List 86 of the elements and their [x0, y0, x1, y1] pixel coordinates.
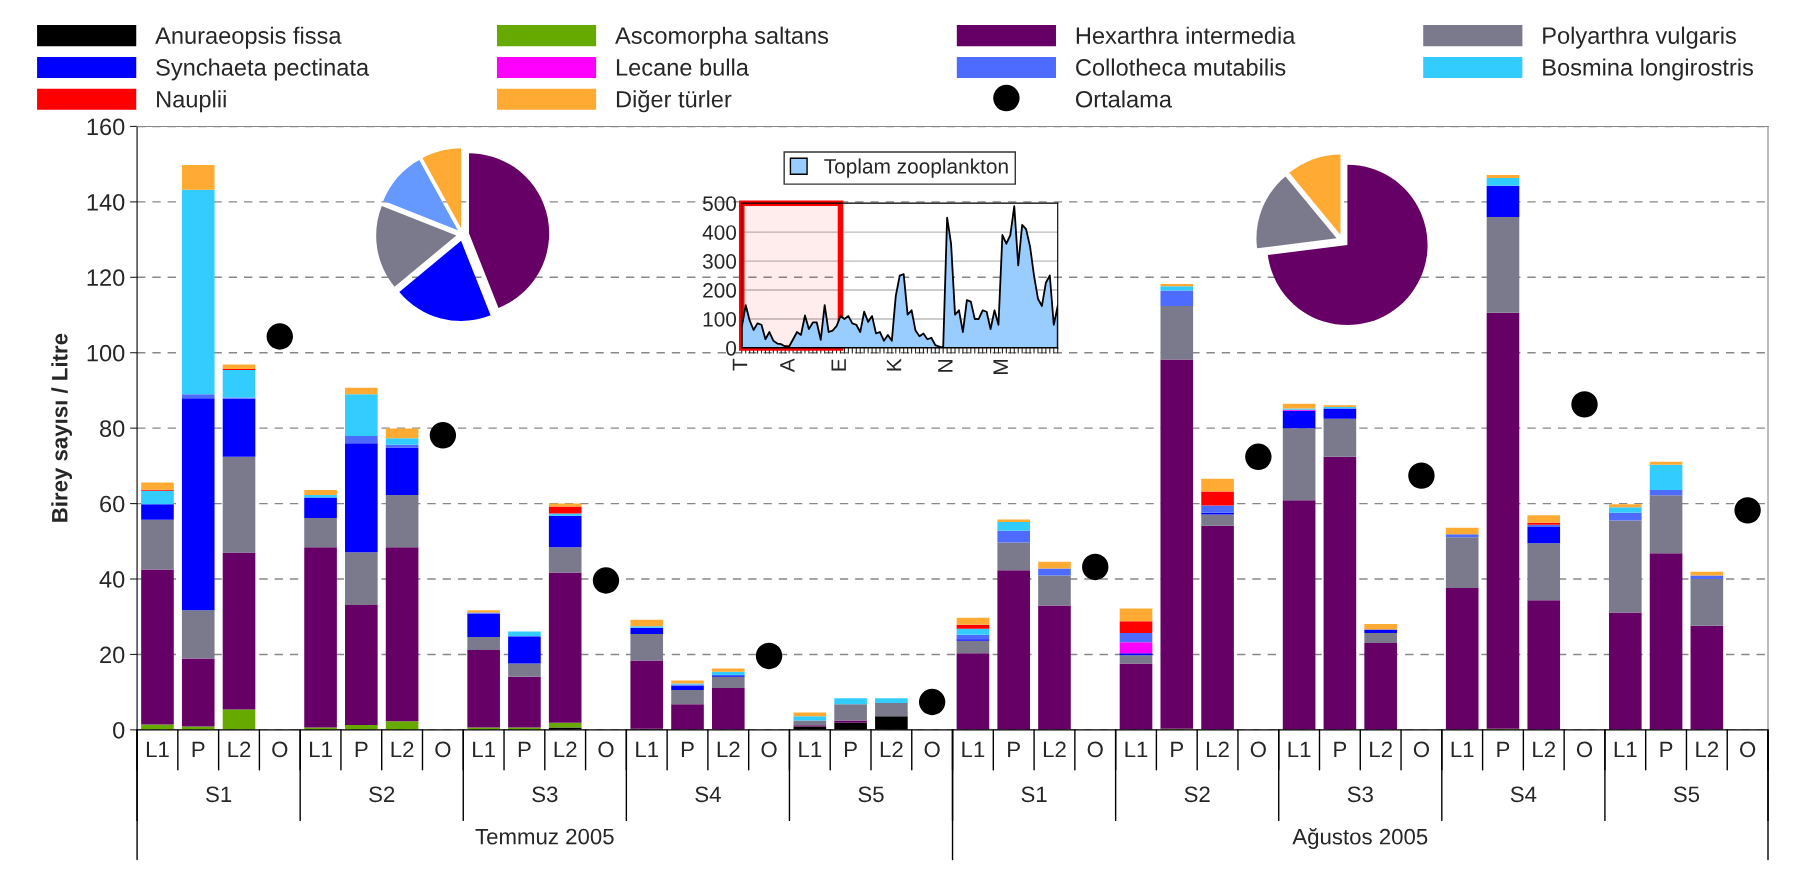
- x-tick-label: L2: [1696, 741, 1719, 758]
- legend-label: Ortalama: [1075, 90, 1172, 108]
- x-tick-label: O: [761, 741, 777, 758]
- x-tick-label: L2: [717, 741, 740, 758]
- y-tick-label: 200: [703, 283, 737, 298]
- legend-label: Lecane bulla: [616, 58, 749, 76]
- x-tick-label: L2: [554, 741, 577, 758]
- x-tick-label: O: [598, 741, 614, 758]
- legend-label: Polyarthra vulgaris: [1543, 26, 1736, 49]
- x-tick-label: L1: [962, 741, 985, 758]
- x-tick-label: L1: [1288, 741, 1311, 758]
- x-tick-label: O: [924, 741, 940, 758]
- text: S3: [532, 786, 558, 803]
- y-tick-label: 60: [100, 495, 125, 513]
- x-tick-label: O: [435, 741, 451, 758]
- y-tick-label: 300: [702, 254, 737, 269]
- y-tick-label: 140: [87, 193, 125, 211]
- y-tick-label: 100: [703, 311, 737, 327]
- x-tick-label: A: [780, 358, 795, 373]
- x-tick-label: O: [1740, 741, 1756, 758]
- y-tick-label: 0: [113, 721, 125, 739]
- text: S2: [369, 786, 395, 803]
- legend-label: Bosmina longirostris: [1543, 58, 1753, 81]
- x-tick-label: O: [272, 741, 288, 758]
- y-tick-label: 100: [87, 344, 125, 362]
- y-tick-label: 80: [100, 420, 125, 437]
- text: S5: [1673, 786, 1700, 803]
- x-tick-label: K: [886, 358, 902, 371]
- legend-label: Toplam zooplankton: [824, 158, 1008, 178]
- text: S3: [1347, 786, 1373, 803]
- x-tick-label: M: [993, 360, 1008, 374]
- x-tick-label: L1: [1125, 741, 1148, 758]
- x-tick-label: L2: [1370, 741, 1392, 758]
- x-tick-label: L1: [799, 741, 822, 758]
- x-tick-label: L2: [1207, 741, 1229, 758]
- y-tick-label: 500: [702, 196, 737, 211]
- y-tick-label: 400: [702, 225, 737, 240]
- legend-label: Diğer türler: [616, 89, 732, 113]
- x-tick-label: L2: [1043, 741, 1066, 758]
- text: S1: [1021, 786, 1047, 803]
- legend-label: Synchaeta pectinata: [156, 58, 370, 81]
- x-tick-label: N: [938, 360, 953, 372]
- x-tick-label: O: [1413, 741, 1430, 758]
- legend-label: Anuraeopsis fissa: [155, 26, 342, 49]
- text: S2: [1184, 786, 1210, 803]
- text: S5: [858, 786, 884, 803]
- x-tick-label: L1: [310, 741, 332, 758]
- x-tick-label: P: [1334, 741, 1347, 758]
- legend-label: Nauplii: [157, 90, 226, 113]
- y-tick-label: 160: [87, 118, 125, 136]
- x-tick-label: O: [1087, 741, 1103, 758]
- x-tick-label: P: [192, 741, 205, 758]
- text: S4: [695, 786, 721, 803]
- x-tick-label: E: [831, 359, 846, 371]
- x-tick-label: P: [518, 741, 531, 758]
- x-tick-label: P: [681, 741, 694, 758]
- x-tick-label: L1: [1451, 741, 1474, 758]
- legend-label: Ascomorpha saltans: [615, 26, 829, 49]
- x-tick-label: P: [1497, 741, 1510, 758]
- y-tick-label: 20: [100, 646, 125, 664]
- x-tick-label: P: [1660, 741, 1673, 758]
- x-tick-label: L2: [880, 741, 903, 758]
- y-axis-title: Birey sayısı / Litre: [51, 333, 72, 522]
- x-tick-label: T: [732, 358, 748, 371]
- x-tick-label: L2: [1533, 741, 1555, 758]
- x-tick-label: L1: [636, 741, 659, 758]
- legend-label: Collotheca mutabilis: [1076, 58, 1286, 76]
- text: Temmuz 2005: [475, 828, 614, 845]
- x-tick-label: P: [1171, 741, 1184, 758]
- y-tick-label: 40: [99, 571, 125, 588]
- x-tick-label: L2: [228, 741, 251, 758]
- x-tick-label: L2: [391, 741, 414, 758]
- x-tick-label: P: [355, 741, 368, 758]
- text: Ağustos 2005: [1292, 827, 1428, 849]
- text: S4: [1510, 786, 1537, 803]
- legend-label: Hexarthra intermedia: [1076, 26, 1296, 44]
- text: S1: [206, 786, 232, 803]
- y-tick-label: 120: [87, 269, 125, 287]
- y-tick-label: 0: [726, 340, 737, 356]
- x-tick-label: O: [1576, 741, 1593, 758]
- x-tick-label: L1: [146, 741, 169, 758]
- x-tick-label: L1: [1614, 741, 1637, 758]
- x-tick-label: O: [1250, 741, 1266, 758]
- x-tick-label: P: [845, 741, 857, 758]
- x-tick-label: P: [1008, 741, 1020, 758]
- x-tick-label: L1: [473, 741, 495, 758]
